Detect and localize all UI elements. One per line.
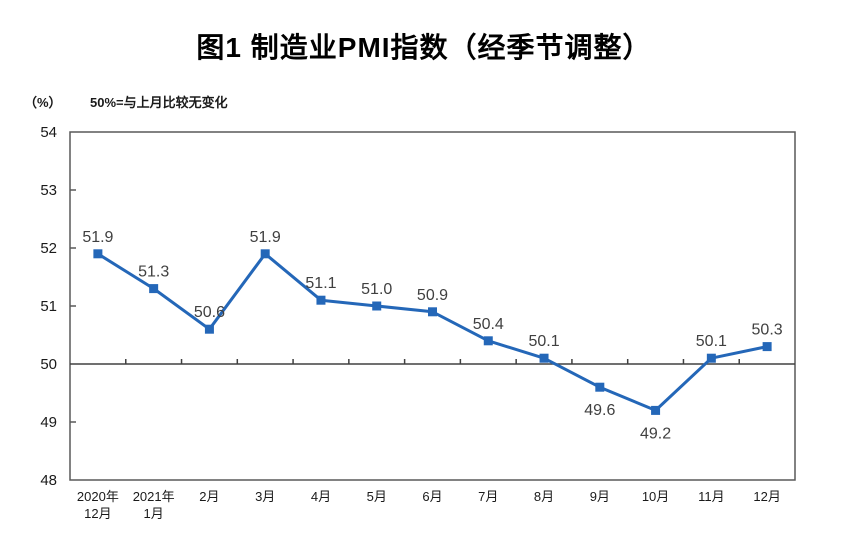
x-axis-label: 8月 [534,489,554,504]
y-axis-label: 54 [40,124,57,141]
reference-line-note: 50%=与上月比较无变化 [90,95,228,110]
data-point-marker [204,324,214,334]
x-axis-label: 6月 [422,489,442,504]
data-point-marker [149,284,159,294]
x-axis-label: 11月 [698,489,725,504]
x-axis-label: 2021年 1月 [133,489,175,521]
data-label: 50.4 [473,316,504,333]
y-axis-label: 51 [40,298,57,315]
x-axis-label: 3月 [255,489,275,504]
x-axis-label: 4月 [311,489,331,504]
data-point-marker [539,353,549,363]
data-label: 49.2 [640,425,671,442]
chart-title: 图1 制造业PMI指数（经季节调整） [196,32,652,63]
data-label: 50.6 [194,304,225,321]
data-point-marker [260,249,270,259]
data-point-marker [595,382,605,392]
y-axis-label: 49 [40,414,57,431]
data-label: 51.0 [361,281,392,298]
axis-note-row: （%） 50%=与上月比较无变化 [0,92,848,110]
y-axis-unit-label: （%） [24,95,62,110]
data-point-marker [706,353,716,363]
y-axis-label: 52 [40,240,57,257]
y-axis-label: 50 [40,356,57,373]
data-point-marker [483,336,493,346]
x-axis-label: 5月 [367,489,387,504]
data-label: 50.9 [417,287,448,304]
y-axis-label: 48 [40,472,57,489]
data-point-marker [428,307,437,317]
x-axis-label: 2月 [199,489,219,504]
data-point-marker [316,295,326,305]
y-axis-label: 53 [40,182,57,199]
data-point-marker [93,249,103,259]
data-label: 50.1 [696,333,727,350]
data-point-marker [372,301,382,311]
pmi-series-line [96,252,769,412]
data-label: 50.1 [528,333,559,350]
data-label: 49.6 [584,402,615,419]
x-axis-label: 7月 [478,489,498,504]
data-label: 50.3 [752,322,783,339]
data-label: 51.9 [250,229,281,246]
x-axis-label: 12月 [753,489,780,504]
data-point-marker [762,342,772,352]
data-label: 51.1 [305,275,336,292]
x-axis-label: 2020年 12月 [77,489,119,521]
data-point-marker [651,405,661,415]
data-label: 51.3 [138,264,169,281]
data-label: 51.9 [82,229,113,246]
x-axis-label: 10月 [642,489,669,504]
x-axis-label: 9月 [590,489,610,504]
